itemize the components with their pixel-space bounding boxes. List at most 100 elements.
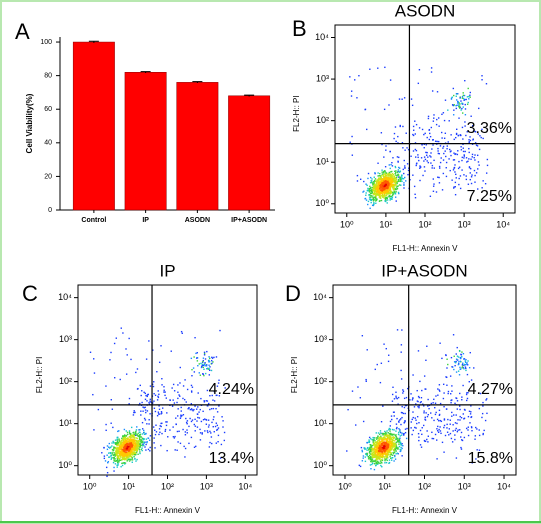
density-dot (216, 385, 219, 387)
density-dot (374, 446, 376, 448)
density-dot (470, 411, 472, 413)
density-dot (438, 413, 441, 416)
density-dot (437, 117, 440, 119)
density-dot (447, 392, 449, 395)
density-dot (384, 439, 386, 441)
density-dot (457, 150, 459, 152)
density-dot (106, 475, 108, 478)
density-dot (130, 456, 132, 458)
density-dot (383, 182, 385, 184)
density-dot (457, 363, 460, 365)
density-dot (164, 391, 166, 393)
density-dot (381, 433, 384, 435)
density-dot (454, 438, 456, 441)
density-dot (208, 446, 211, 448)
density-dot (425, 151, 427, 154)
density-dot (373, 468, 376, 471)
density-dot (130, 442, 132, 444)
density-dot (190, 390, 193, 392)
density-dot (199, 439, 202, 441)
density-dot (113, 446, 115, 448)
density-dot (123, 444, 125, 446)
density-dot (139, 444, 142, 447)
density-dot (410, 421, 412, 423)
density-dot (367, 203, 369, 206)
density-dot (216, 411, 219, 413)
density-dot (417, 350, 420, 352)
density-dot (141, 444, 143, 446)
density-dot (394, 449, 396, 451)
density-dot (454, 434, 456, 436)
density-dot (369, 194, 371, 196)
density-dot (384, 166, 387, 168)
density-dot (212, 361, 214, 363)
density-dot (385, 438, 387, 440)
density-dot (427, 117, 430, 120)
density-dot (478, 164, 480, 166)
density-dot (439, 390, 441, 392)
density-dot (465, 98, 467, 101)
density-dot (131, 440, 133, 442)
density-dot (123, 458, 126, 461)
density-dot (388, 186, 390, 188)
density-dot (390, 459, 393, 461)
density-dot (391, 165, 394, 167)
density-dot (469, 167, 472, 170)
density-dot (379, 186, 381, 188)
density-dot (401, 455, 403, 457)
density-dot (108, 452, 110, 454)
density-dot (389, 454, 391, 456)
density-dot (209, 394, 211, 397)
density-dot (127, 445, 129, 448)
density-dot (139, 443, 141, 446)
density-dot (389, 428, 391, 430)
density-dot (134, 432, 137, 434)
density-dot (158, 433, 160, 436)
y-tick-label: 10² (59, 376, 72, 386)
density-dot (370, 447, 373, 450)
density-dot (430, 412, 432, 414)
density-dot (456, 422, 458, 425)
density-dot (204, 358, 207, 360)
density-dot (394, 183, 397, 185)
density-dot (401, 180, 403, 183)
density-dot (423, 410, 425, 412)
density-dot (368, 189, 371, 191)
density-dot (371, 463, 373, 466)
density-dot (376, 193, 379, 195)
density-dot (118, 438, 120, 440)
density-dot (115, 453, 118, 455)
density-dot (186, 423, 188, 425)
density-dot (379, 197, 381, 199)
density-dot (372, 451, 375, 454)
density-dot (478, 434, 481, 437)
density-dot (397, 431, 400, 434)
density-dot (482, 401, 484, 404)
density-dot (366, 441, 368, 444)
density-dot (468, 381, 470, 383)
density-dot (132, 434, 134, 436)
density-dot (211, 442, 213, 445)
density-dot (453, 109, 455, 111)
density-dot (438, 182, 441, 184)
density-dot (131, 459, 134, 461)
density-dot (395, 184, 397, 186)
density-dot (443, 392, 445, 394)
x-tick-label: 10¹ (378, 481, 391, 491)
density-dot (466, 364, 469, 366)
density-dot (372, 197, 375, 199)
density-dot (462, 352, 465, 355)
density-dot (462, 143, 464, 146)
density-dot (400, 411, 403, 414)
density-dot (370, 199, 373, 202)
density-dot (400, 176, 402, 179)
density-dot (131, 439, 133, 441)
density-dot (456, 430, 459, 433)
density-dot (350, 90, 353, 92)
density-dot (425, 412, 427, 414)
density-dot (368, 194, 370, 196)
density-dot (384, 451, 387, 454)
density-dot (392, 173, 395, 176)
density-dot (135, 371, 137, 374)
density-dot (402, 433, 405, 435)
